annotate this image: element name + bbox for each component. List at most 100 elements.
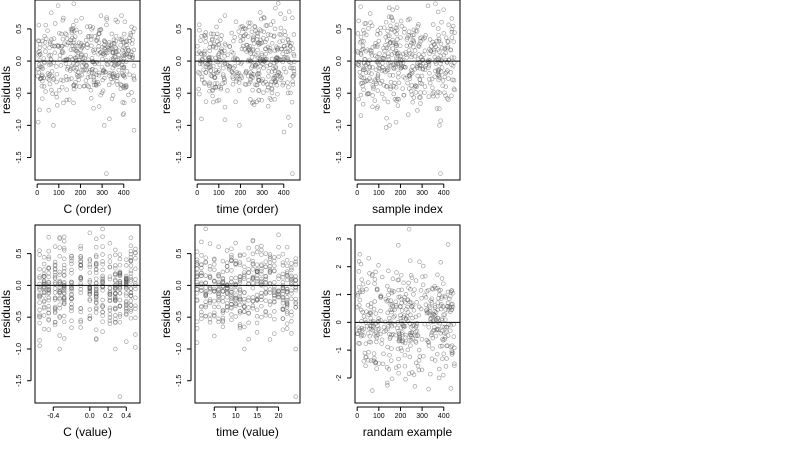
data-point: [440, 45, 445, 51]
data-point: [203, 260, 208, 265]
data-point: [217, 62, 223, 68]
data-point: [245, 34, 251, 39]
data-point: [91, 106, 96, 111]
data-point: [406, 29, 412, 34]
data-point: [451, 334, 457, 339]
data-point: [113, 263, 118, 268]
data-point: [100, 51, 106, 57]
data-point: [124, 306, 129, 312]
data-point: [441, 52, 447, 58]
data-point: [124, 291, 129, 296]
data-point: [204, 62, 210, 67]
x-tick-label: -0.4: [47, 413, 59, 420]
data-point: [52, 320, 58, 325]
data-point: [246, 337, 251, 342]
y-tick-label: 0.5: [176, 24, 183, 34]
data-point: [355, 31, 361, 36]
data-point: [250, 275, 256, 281]
data-point: [255, 40, 261, 46]
data-point: [230, 76, 236, 81]
data-point: [49, 69, 55, 74]
data-point: [426, 324, 432, 330]
data-point: [133, 306, 138, 311]
data-point: [431, 327, 437, 333]
data-point: [41, 84, 47, 89]
data-point: [203, 99, 209, 104]
data-point: [87, 296, 93, 302]
data-point: [221, 65, 226, 71]
data-point: [277, 73, 283, 79]
data-point: [113, 272, 118, 277]
data-point: [123, 59, 129, 64]
data-point: [359, 319, 364, 324]
data-point: [441, 7, 446, 12]
data-point: [402, 324, 408, 329]
data-point: [263, 51, 269, 57]
data-point: [237, 280, 243, 285]
data-point: [440, 356, 445, 362]
data-point: [285, 90, 291, 96]
data-point: [73, 68, 78, 73]
data-point: [113, 346, 118, 352]
data-point: [124, 257, 129, 262]
data-point: [124, 293, 129, 298]
data-point: [373, 330, 379, 335]
data-point: [52, 297, 58, 302]
data-point: [113, 252, 118, 258]
data-point: [272, 258, 277, 264]
data-point: [52, 273, 58, 278]
data-point: [87, 291, 93, 297]
data-point: [68, 40, 74, 46]
data-point: [404, 43, 410, 49]
data-point: [435, 326, 441, 332]
data-point: [61, 299, 67, 305]
data-point: [293, 300, 298, 305]
data-point: [199, 280, 204, 286]
data-point: [233, 19, 239, 25]
points: [195, 1, 297, 176]
data-point: [220, 288, 226, 294]
data-point: [246, 245, 251, 251]
data-point: [289, 331, 294, 336]
data-point: [108, 43, 114, 48]
y-tick-label: 2: [336, 265, 343, 269]
data-point: [413, 83, 418, 89]
data-point: [46, 256, 51, 262]
data-point: [52, 274, 58, 280]
data-point: [415, 108, 420, 113]
data-point: [442, 324, 447, 330]
data-point: [435, 307, 440, 313]
data-point: [427, 71, 432, 76]
data-point: [100, 88, 106, 93]
data-point: [396, 75, 401, 80]
data-point: [405, 80, 410, 86]
data-point: [250, 87, 255, 93]
data-point: [413, 28, 419, 33]
data-point: [382, 53, 387, 58]
data-point: [57, 314, 62, 319]
data-point: [74, 62, 79, 67]
data-point: [272, 290, 277, 295]
data-point: [448, 294, 453, 299]
data-point: [359, 38, 364, 44]
data-point: [412, 384, 418, 389]
data-point: [267, 302, 273, 307]
data-point: [37, 320, 42, 326]
data-point: [265, 104, 271, 109]
data-point: [113, 313, 118, 318]
plot-frame: [34, 0, 141, 181]
data-point: [394, 50, 400, 56]
data-point: [361, 75, 366, 80]
data-point: [133, 315, 138, 321]
data-point: [128, 268, 134, 273]
data-point: [206, 58, 212, 63]
data-point: [222, 104, 228, 110]
data-point: [403, 292, 409, 297]
data-point: [57, 272, 62, 277]
data-point: [46, 108, 51, 113]
data-point: [46, 287, 51, 293]
data-point: [57, 290, 62, 296]
data-point: [259, 280, 264, 285]
data-point: [198, 38, 203, 43]
data-point: [269, 79, 274, 85]
